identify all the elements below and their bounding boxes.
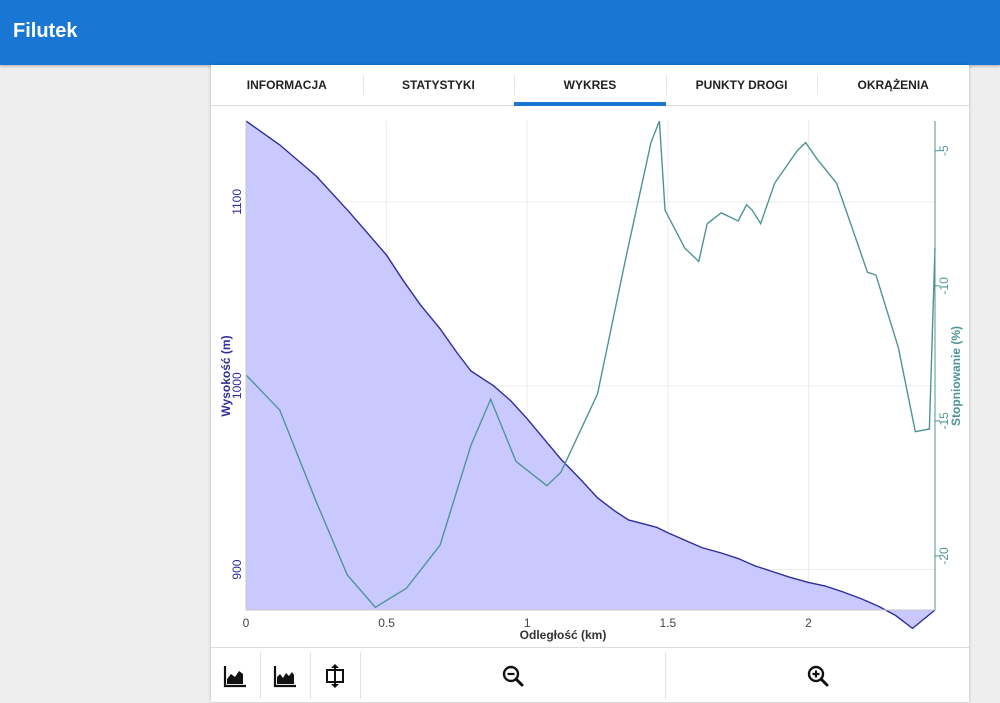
tab-punkty-drogi[interactable]: PUNKTY DROGI [665, 65, 818, 105]
chart-ticks: 0 0.5 1 1.5 2 900 1000 1100 -5 -10 -15 -20 [230, 145, 951, 630]
gradient-view-button[interactable] [261, 648, 309, 703]
gradient-line [245, 120, 936, 609]
y-left-tick-label: 900 [230, 559, 244, 579]
tab-bar: INFORMACJA STATYSTYKI WYKRES PUNKTY DROG… [211, 65, 969, 106]
x-tick-label: 1.5 [659, 616, 676, 630]
tab-statystyki[interactable]: STATYSTYKI [362, 65, 515, 105]
y-right-tick-label: -15 [937, 412, 951, 430]
elevation-area [246, 121, 935, 629]
app-bar: Filutek [0, 0, 1000, 65]
fit-vertical-icon [326, 663, 344, 688]
app-title: Filutek [13, 20, 78, 42]
tab-informacja[interactable]: INFORMACJA [246, 78, 327, 92]
x-axis-label: Odległość (km) [520, 628, 607, 642]
elevation-area-layer [245, 120, 936, 630]
x-tick-label: 0.5 [378, 616, 395, 630]
zoom-in-button[interactable] [666, 648, 969, 703]
chart-toolbar [211, 647, 969, 703]
y-left-tick-label: 1100 [230, 189, 244, 215]
fit-vertical-button[interactable] [311, 648, 359, 703]
elevation-chart[interactable]: 0 0.5 1 1.5 2 900 1000 1100 -5 -10 -15 -20 Odległoś… [211, 106, 969, 646]
x-tick-label: 1 [524, 616, 531, 630]
area-chart-icon [223, 665, 246, 687]
zoom-out-icon [502, 665, 524, 686]
y-right-tick-label: -20 [937, 547, 951, 565]
zoom-out-button[interactable] [361, 648, 665, 703]
track-panel: INFORMACJA STATYSTYKI WYKRES PUNKTY DROG… [211, 65, 969, 702]
y-axis-left-label: Wysokość (m) [219, 335, 233, 416]
y-left-tick-label: 1000 [230, 372, 244, 399]
tab-wykres[interactable]: WYKRES [514, 65, 666, 106]
area-chart-alt-icon [273, 665, 296, 687]
tab-okrazenia[interactable]: OKRĄŻENIA [817, 65, 969, 105]
x-tick-label: 2 [805, 616, 812, 630]
y-axis-right-label: Stopniowanie (%) [949, 326, 963, 426]
elevation-line [245, 120, 936, 630]
zoom-in-icon [807, 665, 828, 686]
chart-axes [245, 121, 936, 611]
y-right-tick-label: -5 [937, 145, 951, 156]
elevation-view-button[interactable] [211, 648, 259, 703]
x-tick-label: 0 [243, 616, 250, 630]
y-right-tick-label: -10 [937, 277, 951, 295]
gradient-line-layer [245, 120, 936, 609]
